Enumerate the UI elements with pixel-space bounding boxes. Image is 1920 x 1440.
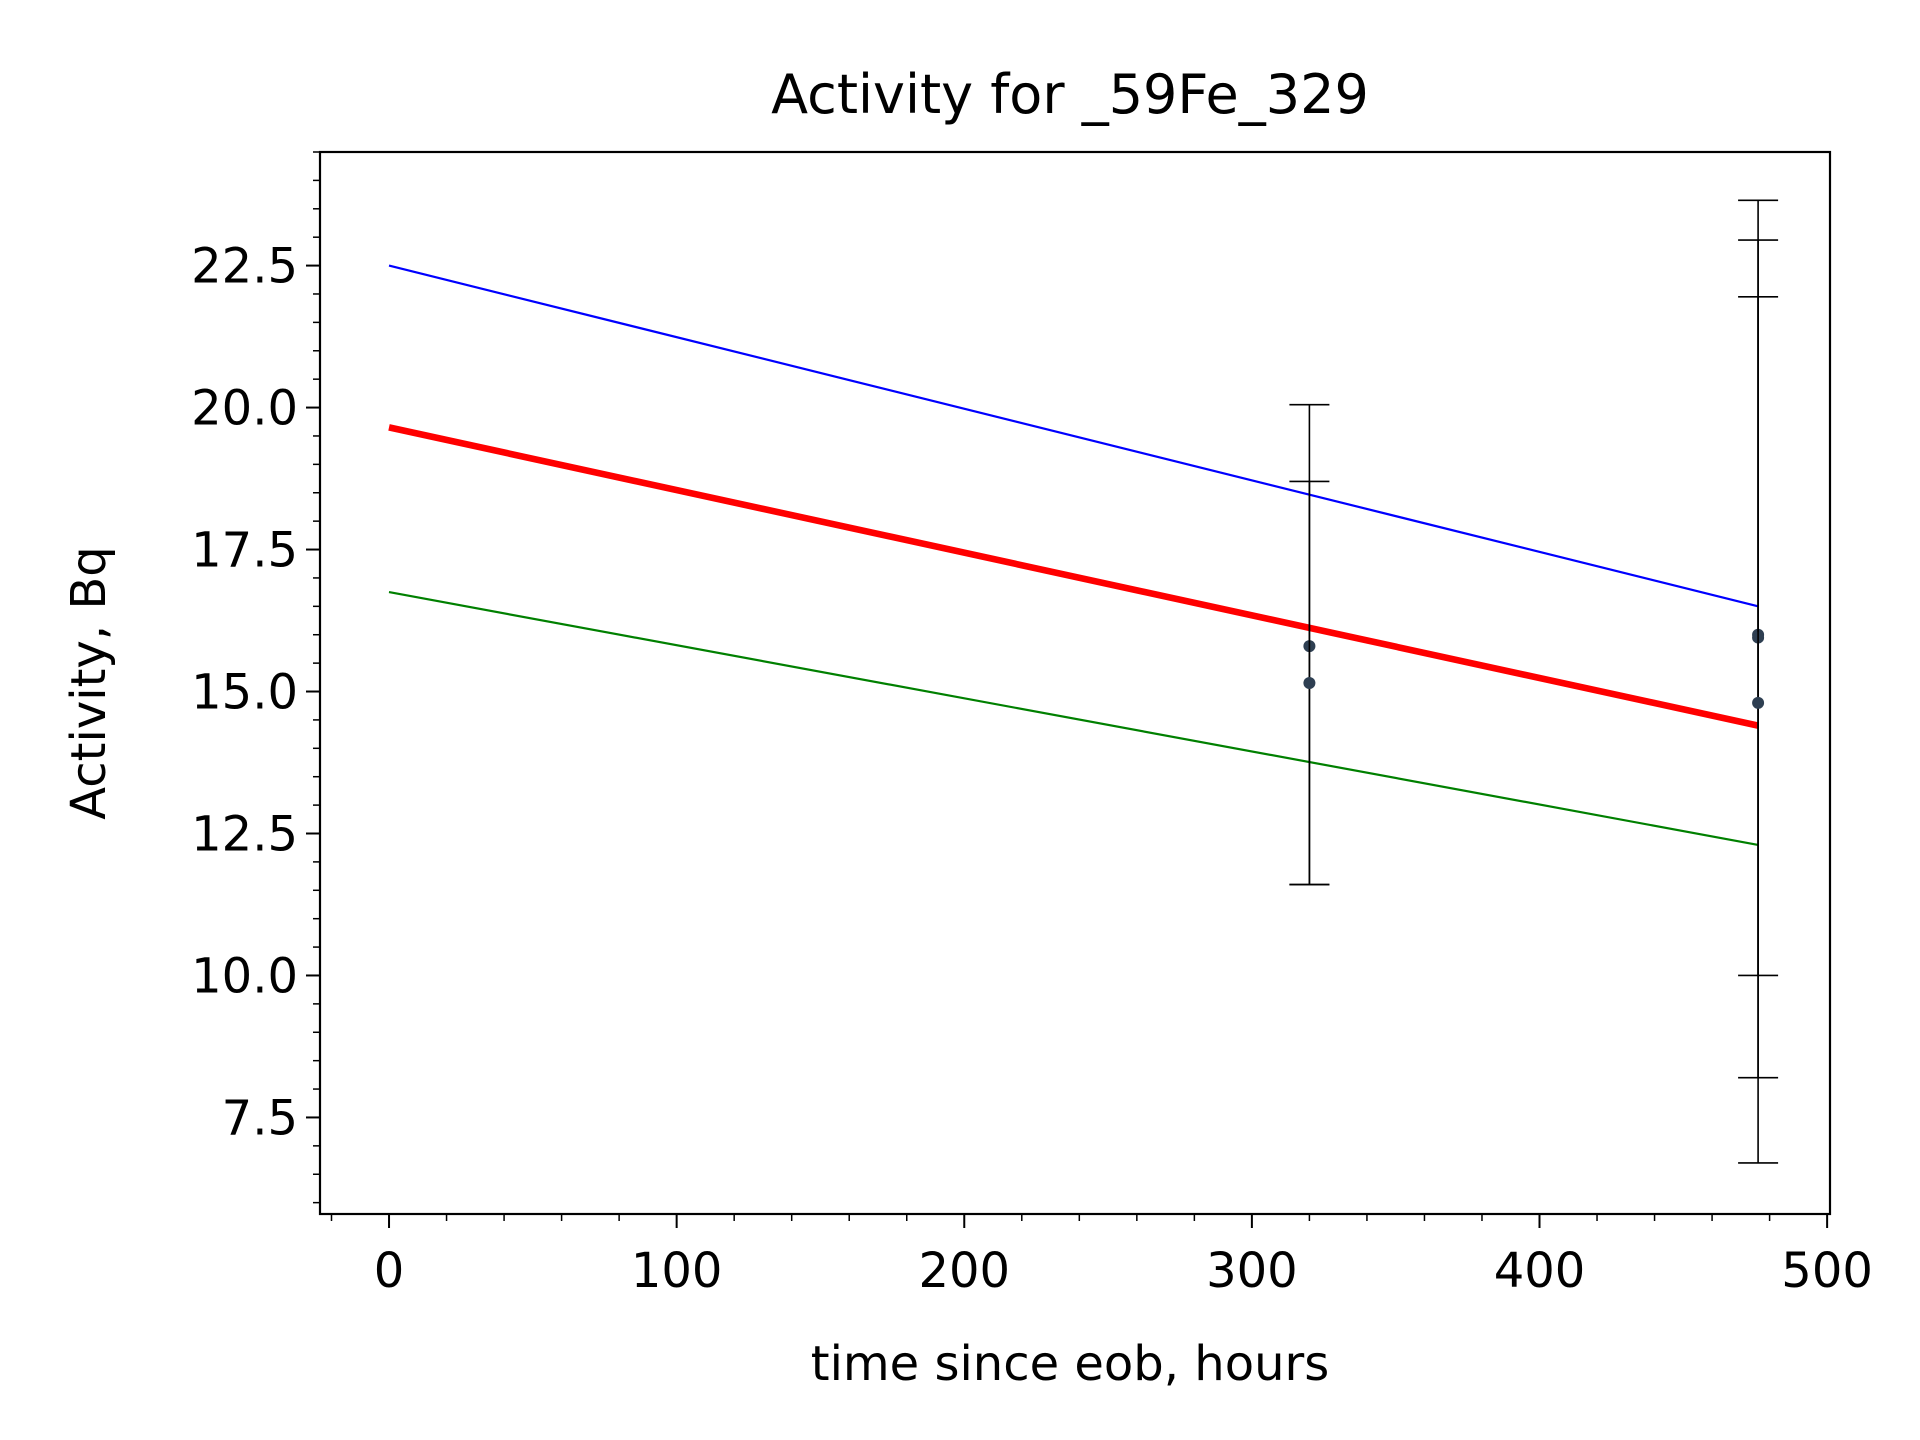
series-line-2 xyxy=(388,424,1759,729)
y-tick-label: 12.5 xyxy=(191,806,298,862)
y-tick-label: 17.5 xyxy=(191,523,298,579)
axes-layer: 0 100 200 300 400 500 7.5 10.0 12.5 15.0 17.5 20.0 2… xyxy=(191,151,1873,1299)
x-tick-label: 100 xyxy=(631,1243,723,1299)
x-tick-label: 500 xyxy=(1781,1243,1873,1299)
y-axis-label: Activity, Bq xyxy=(61,546,117,819)
data-point-marker xyxy=(1303,677,1316,689)
y-tick-label: 7.5 xyxy=(222,1090,298,1146)
chart-title: Activity for _59Fe_329 xyxy=(771,63,1369,126)
y-tick-label: 15.0 xyxy=(191,665,298,721)
x-axis-label: time since eob, hours xyxy=(811,1336,1329,1392)
y-tick-label: 10.0 xyxy=(191,948,298,1004)
data-point-group xyxy=(1289,480,1330,886)
y-tick-label: 22.5 xyxy=(191,239,298,295)
plot-frame xyxy=(318,150,1832,1216)
x-tick-label: 300 xyxy=(1206,1243,1298,1299)
x-tick-label: 400 xyxy=(1494,1243,1586,1299)
data-point-group xyxy=(1738,296,1779,1164)
x-tick-label: 200 xyxy=(918,1243,1010,1299)
x-tick-label: 0 xyxy=(374,1243,405,1299)
plot-content xyxy=(388,199,1779,1164)
y-tick-label: 20.0 xyxy=(191,381,298,437)
series-line-1 xyxy=(388,264,1759,608)
data-point-marker xyxy=(1752,696,1765,709)
series-line-3 xyxy=(388,591,1759,846)
